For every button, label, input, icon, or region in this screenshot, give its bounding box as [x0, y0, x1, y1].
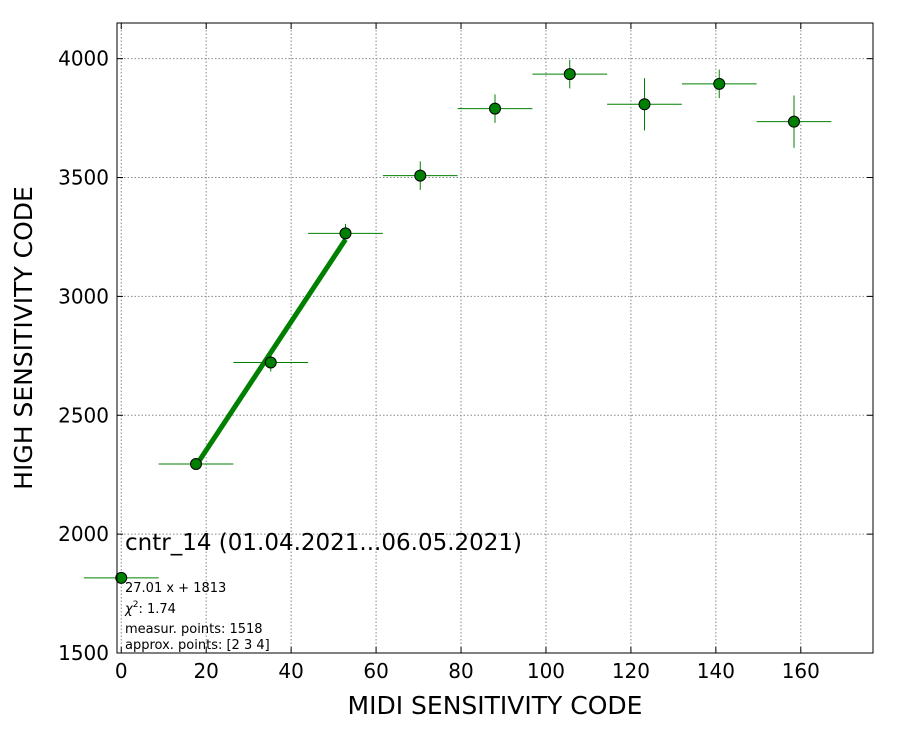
data-point	[264, 356, 277, 369]
y-tick-label: 1500	[58, 641, 109, 665]
chi2-label: χ2: 1.74	[124, 600, 176, 617]
data-point	[563, 68, 576, 81]
data-point	[713, 77, 726, 90]
y-tick-label: 4000	[58, 47, 109, 71]
x-tick-label: 120	[612, 659, 650, 683]
data-point	[638, 98, 651, 111]
x-tick-label: 100	[527, 659, 565, 683]
y-tick-label: 2500	[58, 403, 109, 427]
axis-ticks: 0 20 40 60 80 100 120 140 160 1500 2000 2500 3000 350…	[58, 23, 873, 683]
x-tick-label: 60	[363, 659, 388, 683]
chi2-power: 2	[133, 600, 139, 610]
fit-line	[193, 238, 348, 467]
data-point	[414, 169, 427, 182]
data-point	[189, 458, 202, 470]
y-tick-label: 3000	[58, 284, 109, 308]
data-points	[83, 59, 832, 584]
plot-frame	[116, 22, 874, 654]
y-tick-label: 2000	[58, 522, 109, 546]
grid	[117, 23, 873, 654]
x-tick-label: 0	[115, 659, 128, 683]
approx-points: approx. points: [2 3 4]	[125, 638, 270, 653]
data-point	[115, 571, 128, 584]
x-tick-label: 20	[193, 659, 218, 683]
data-point	[788, 115, 801, 128]
chi2-symbol: χ	[124, 602, 134, 617]
x-tick-label: 80	[448, 659, 473, 683]
data-point	[489, 102, 501, 115]
y-tick-label: 3500	[58, 166, 109, 190]
x-axis-label: MIDI SENSITIVITY CODE	[348, 691, 643, 720]
chi2-value: : 1.74	[138, 602, 175, 617]
measur-points: measur. points: 1518	[125, 622, 263, 637]
chart-title: cntr_14 (01.04.2021...06.05.2021)	[125, 530, 522, 556]
x-tick-label: 140	[697, 659, 735, 683]
fit-line-layer	[193, 238, 348, 467]
y-axis-label: HIGH SENSITIVITY CODE	[9, 186, 38, 490]
data-point	[339, 227, 352, 240]
x-tick-label: 40	[278, 659, 303, 683]
x-tick-label: 160	[782, 659, 820, 683]
fit-equation: 27.01 x + 1813	[125, 581, 226, 596]
